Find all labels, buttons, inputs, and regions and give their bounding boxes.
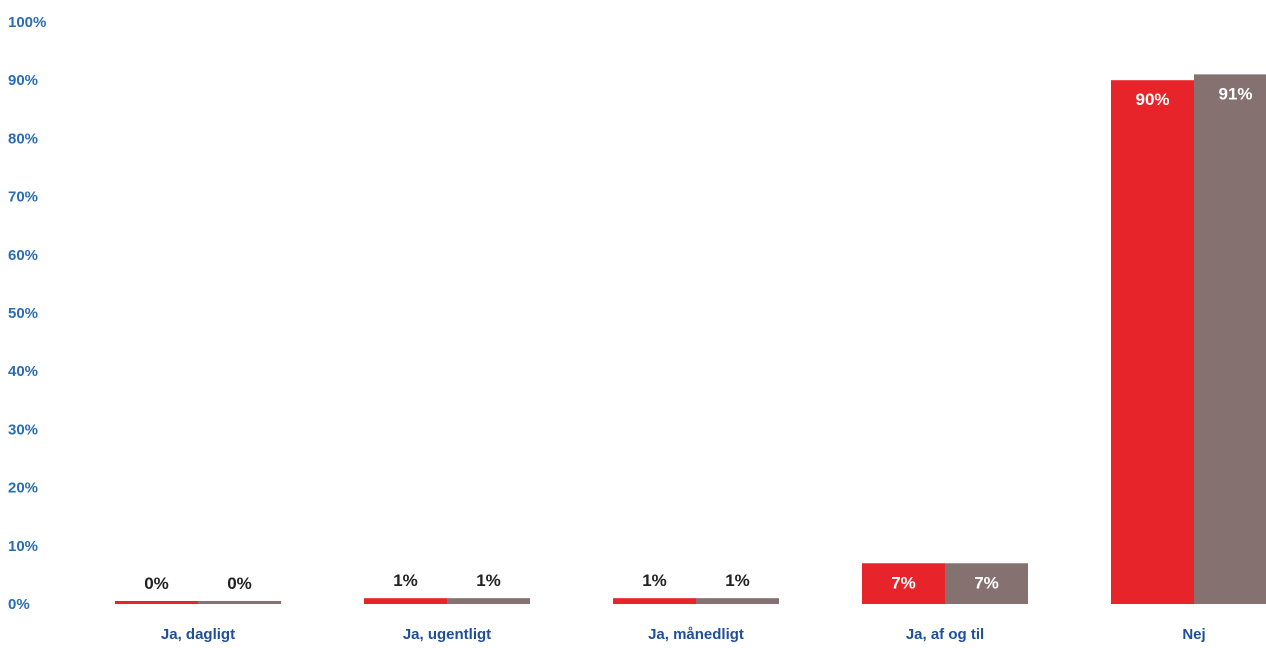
bar	[613, 598, 696, 604]
bar	[862, 563, 945, 604]
data-labels: 0% 0% 1% 1% 1% 1% 7% 7% 90% 91%	[144, 84, 1252, 593]
bars	[115, 74, 1266, 604]
bar	[696, 598, 779, 604]
x-category-label: Ja, månedligt	[648, 626, 744, 643]
y-tick-label: 0%	[8, 596, 30, 613]
y-tick-label: 100%	[8, 14, 46, 31]
bar	[945, 563, 1028, 604]
bar	[1111, 80, 1194, 604]
x-category-label: Ja, dagligt	[161, 626, 235, 643]
bar	[198, 601, 281, 604]
data-label: 1%	[642, 571, 667, 590]
y-tick-label: 30%	[8, 421, 38, 438]
data-label: 7%	[974, 573, 999, 592]
data-label: 0%	[227, 574, 252, 593]
x-category-label: Ja, af og til	[906, 626, 984, 643]
x-axis: Ja, dagligt Ja, ugentligt Ja, månedligt Ja,…	[161, 626, 1206, 643]
data-label: 0%	[144, 574, 169, 593]
y-tick-label: 60%	[8, 247, 38, 264]
y-tick-label: 70%	[8, 189, 38, 206]
y-tick-label: 10%	[8, 538, 38, 555]
data-label: 91%	[1218, 84, 1252, 103]
data-label: 1%	[393, 571, 418, 590]
y-tick-label: 80%	[8, 130, 38, 147]
y-axis: 0% 10% 20% 30% 40% 50% 60% 70% 80% 90% 100%	[8, 14, 46, 613]
y-tick-label: 90%	[8, 72, 38, 89]
x-category-label: Nej	[1182, 626, 1205, 643]
bar	[115, 601, 198, 604]
bar	[447, 598, 530, 604]
data-label: 1%	[725, 571, 750, 590]
bar	[364, 598, 447, 604]
data-label: 90%	[1135, 90, 1169, 109]
y-tick-label: 20%	[8, 480, 38, 497]
x-category-label: Ja, ugentligt	[403, 626, 491, 643]
y-tick-label: 50%	[8, 305, 38, 322]
data-label: 7%	[891, 573, 916, 592]
bar	[1194, 74, 1266, 604]
y-tick-label: 40%	[8, 363, 38, 380]
data-label: 1%	[476, 571, 501, 590]
